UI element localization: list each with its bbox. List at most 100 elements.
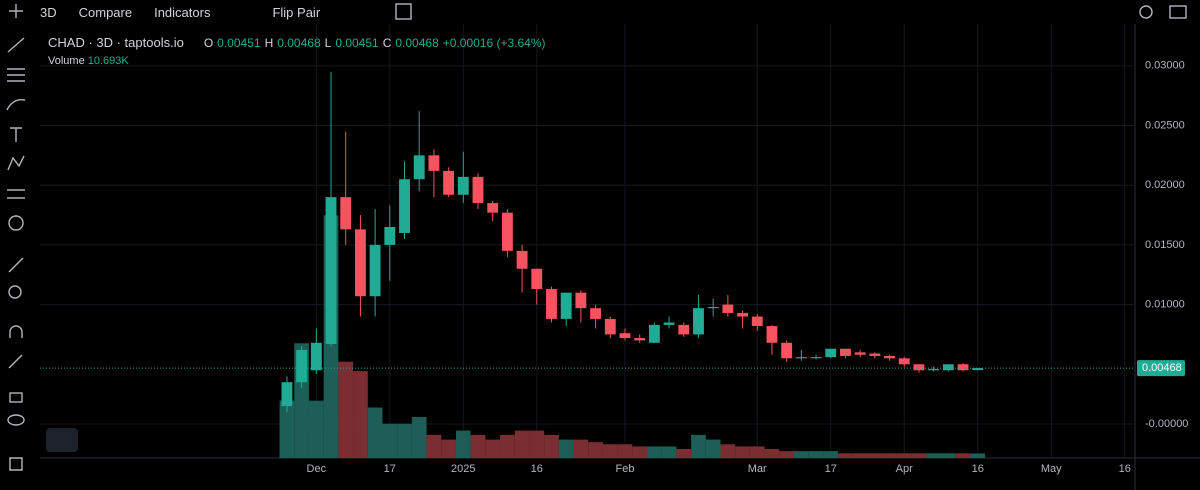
candle-body bbox=[898, 358, 910, 365]
measure-icon[interactable] bbox=[7, 189, 25, 199]
volume-bar bbox=[896, 453, 912, 458]
candle-body bbox=[369, 244, 381, 297]
candle-body bbox=[619, 333, 631, 339]
x-tick-label: 17 bbox=[825, 463, 837, 475]
legend: CHAD · 3D · taptools.io O 0.00451 H 0.0046… bbox=[48, 35, 546, 50]
sidebar bbox=[6, 3, 1187, 471]
ruler-icon[interactable] bbox=[8, 257, 24, 273]
x-tick-label: 16 bbox=[531, 463, 543, 475]
volume-bar bbox=[911, 453, 927, 458]
symbol: CHAD · 3D · taptools.io bbox=[48, 35, 184, 50]
candle-body bbox=[913, 364, 925, 371]
y-tick-label: 0.02000 bbox=[1145, 179, 1185, 191]
candle-body bbox=[693, 308, 704, 335]
candle-body bbox=[928, 369, 940, 371]
candle-body bbox=[722, 304, 734, 313]
candle-body bbox=[957, 364, 969, 371]
settings-icon[interactable] bbox=[1139, 5, 1153, 19]
volume-bar bbox=[617, 444, 633, 458]
eye-icon[interactable] bbox=[7, 414, 25, 426]
volume-bar bbox=[602, 444, 618, 458]
text-icon[interactable] bbox=[10, 127, 22, 142]
candle-body bbox=[942, 364, 954, 371]
volume-bar bbox=[867, 453, 883, 458]
magnet-icon[interactable] bbox=[9, 325, 23, 338]
candle-body bbox=[604, 318, 616, 335]
candle-body bbox=[560, 292, 572, 319]
candle-body bbox=[840, 348, 851, 356]
candle-body bbox=[884, 355, 895, 359]
brush-icon[interactable] bbox=[6, 99, 26, 111]
crosshair-icon[interactable] bbox=[9, 4, 23, 18]
candle-body bbox=[825, 348, 837, 358]
line-icon[interactable] bbox=[7, 37, 25, 53]
volume-bar bbox=[500, 434, 515, 458]
volume-bar bbox=[514, 430, 530, 458]
compare[interactable]: Compare bbox=[78, 4, 133, 20]
lock-icon[interactable] bbox=[9, 392, 23, 403]
volume-bar bbox=[441, 439, 456, 458]
zoom-icon[interactable] bbox=[8, 285, 22, 299]
candle-body bbox=[869, 353, 881, 356]
candle-body bbox=[663, 322, 675, 325]
volume-bar bbox=[720, 444, 736, 458]
c-label: C bbox=[382, 35, 392, 50]
volume-bar bbox=[426, 434, 442, 458]
price-label-bg bbox=[1137, 360, 1185, 377]
volume-bar bbox=[852, 453, 868, 458]
flip-pair[interactable]: Flip Pair bbox=[272, 4, 321, 20]
volume-bar bbox=[382, 423, 398, 458]
candle-body bbox=[501, 212, 513, 251]
emoji-icon[interactable] bbox=[8, 215, 24, 231]
c-value: 0.00468 bbox=[395, 35, 439, 50]
y-tick-label: 0.01500 bbox=[1145, 239, 1185, 251]
volume-value: 10.693K bbox=[87, 55, 129, 67]
volume-bar bbox=[558, 439, 574, 458]
x-tick-label: 16 bbox=[972, 463, 984, 475]
volume-bar bbox=[882, 453, 897, 458]
x-tick-label: May bbox=[1041, 463, 1062, 475]
pattern-icon[interactable] bbox=[7, 155, 25, 171]
volume-bar bbox=[676, 449, 692, 458]
volume-bar bbox=[940, 453, 956, 458]
candle-body bbox=[531, 268, 543, 290]
indicators[interactable]: Indicators bbox=[154, 4, 211, 20]
candle-body bbox=[281, 382, 293, 407]
volume-bar bbox=[647, 446, 662, 458]
o-value: 0.00451 bbox=[217, 35, 261, 50]
volume-bar bbox=[749, 446, 765, 458]
logo bbox=[46, 428, 78, 452]
volume-bar bbox=[397, 423, 412, 458]
candle-body bbox=[972, 368, 984, 371]
camera-icon[interactable] bbox=[1169, 5, 1187, 19]
volume-bar bbox=[573, 439, 589, 458]
trash-icon[interactable] bbox=[9, 457, 23, 471]
candle-body bbox=[472, 176, 484, 204]
pencil-icon[interactable] bbox=[8, 354, 23, 369]
volume-label: Volume bbox=[48, 55, 85, 67]
volume-bar bbox=[823, 451, 839, 458]
change: +0.00016 (+3.64%) bbox=[442, 35, 546, 50]
x-tick-label: 2025 bbox=[451, 463, 475, 475]
volume-bar bbox=[529, 430, 545, 458]
volume-bar bbox=[970, 453, 986, 458]
candle-body bbox=[854, 352, 866, 355]
fib-icon[interactable] bbox=[7, 68, 25, 82]
x-tick-label: 17 bbox=[384, 463, 396, 475]
volume-bar bbox=[632, 446, 648, 458]
volume-bar bbox=[691, 434, 706, 458]
fullscreen-icon[interactable] bbox=[395, 3, 412, 20]
volume-bar bbox=[735, 446, 750, 458]
volume-bar bbox=[470, 434, 486, 458]
candle-body bbox=[487, 203, 499, 213]
candle-body bbox=[648, 324, 660, 343]
x-tick-label: Apr bbox=[896, 463, 913, 475]
l-label: L bbox=[324, 35, 332, 50]
interval[interactable]: 3D bbox=[40, 4, 57, 20]
candle-body bbox=[296, 349, 308, 383]
candle-body bbox=[737, 312, 749, 317]
y-tick-label: 0.01000 bbox=[1145, 298, 1185, 310]
candle-body bbox=[575, 292, 587, 309]
